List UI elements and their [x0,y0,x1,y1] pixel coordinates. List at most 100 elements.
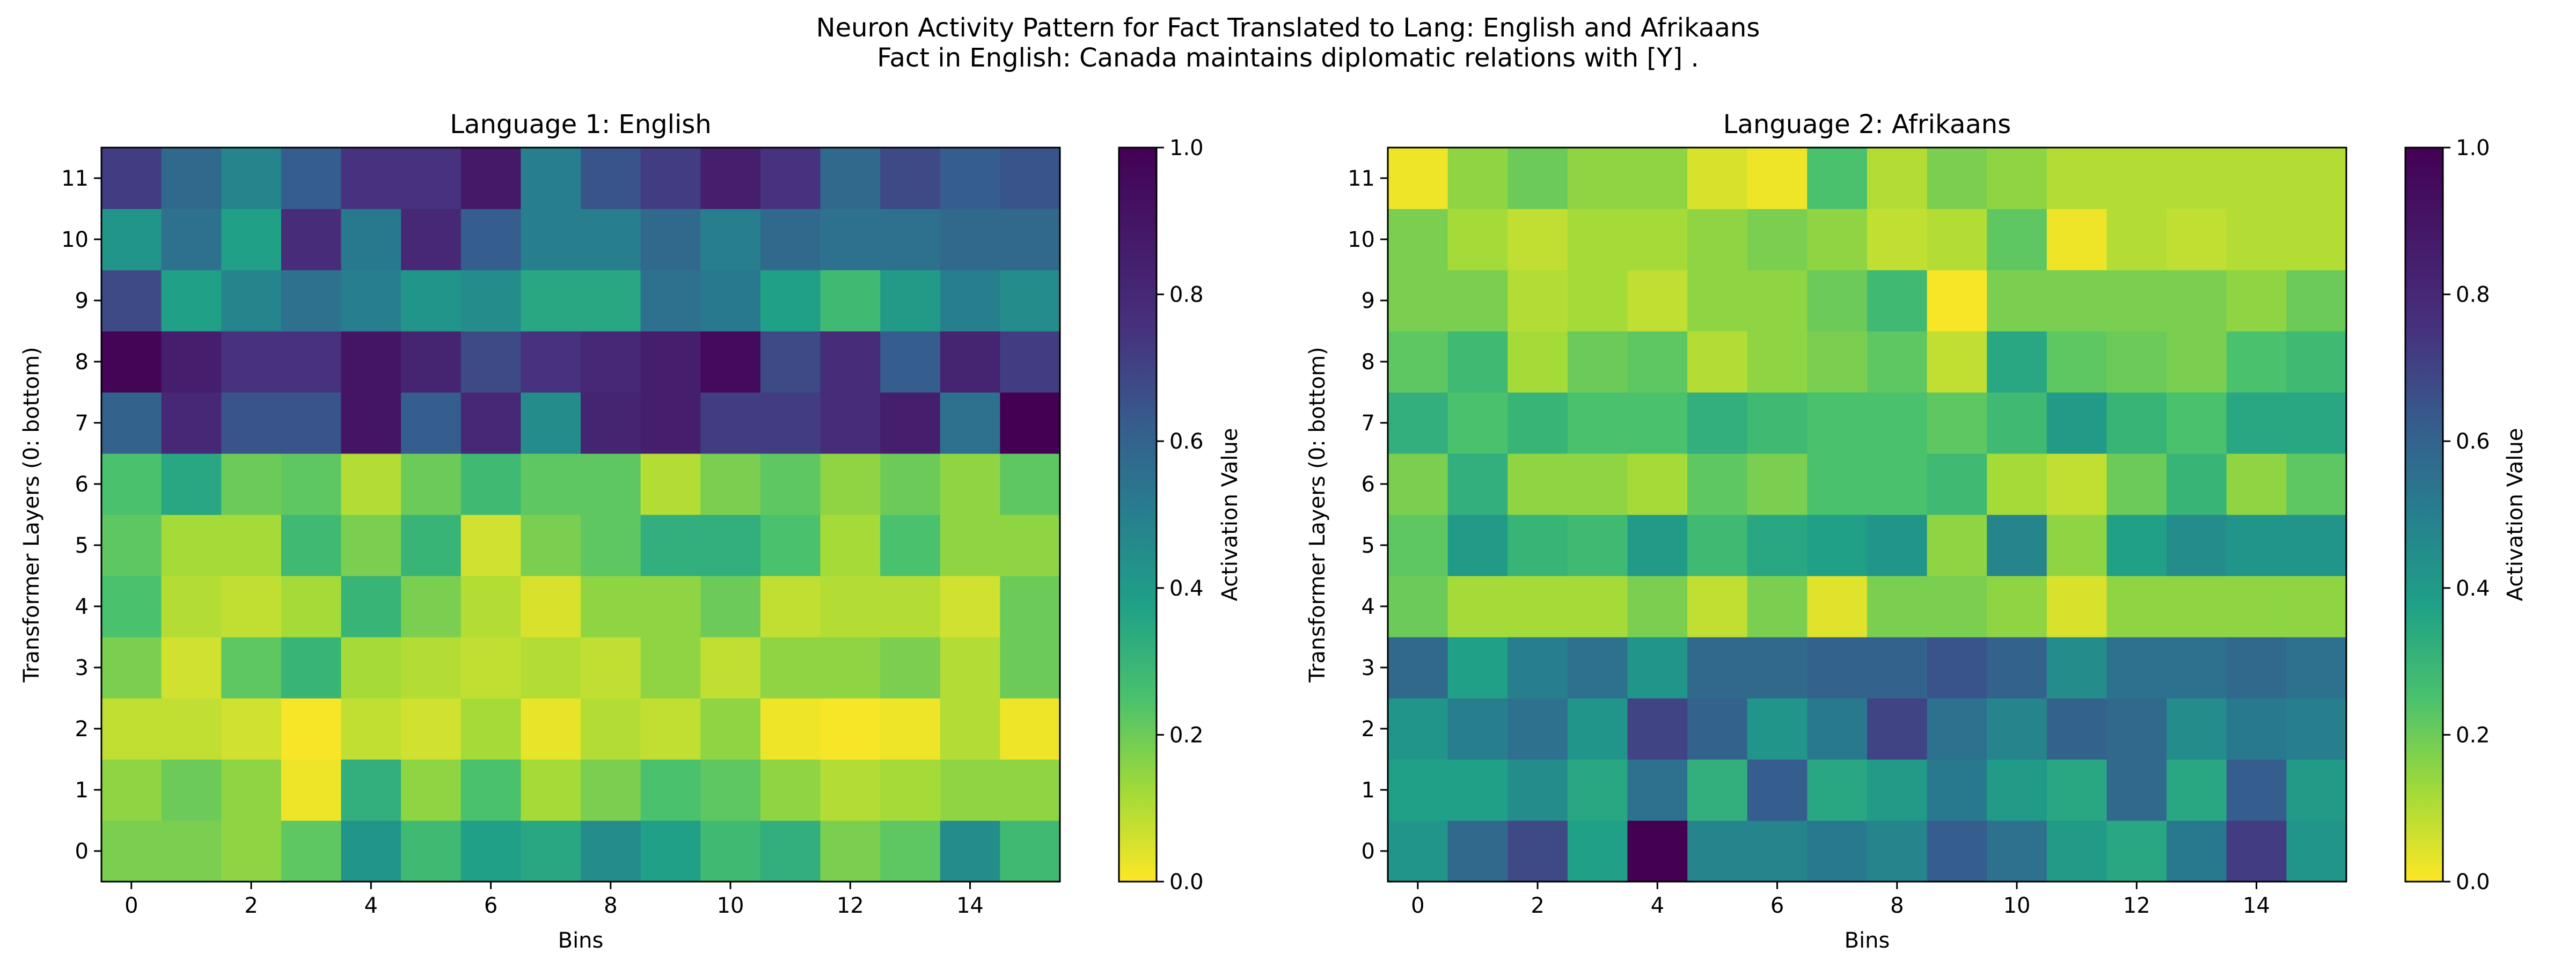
heatmap-cell [221,637,282,699]
heatmap-cell [101,453,162,515]
heatmap-cell [581,331,641,393]
heatmap-cell [1747,759,1807,821]
colorbar [1118,146,1158,883]
heatmap-cell [101,392,162,454]
x-axis-label: Bins [1845,928,1890,953]
heatmap-cell [2226,637,2287,699]
heatmap-cell [581,576,641,637]
heatmap-cell [1807,148,1868,209]
heatmap-cell [460,392,521,454]
heatmap-cell [2106,270,2167,332]
heatmap-cell [760,515,821,576]
heatmap-cell [401,515,462,576]
heatmap-cell [1927,331,1987,393]
heatmap-cell [521,148,581,209]
heatmap-cell [1627,820,1688,882]
heatmap-cell [940,148,1000,209]
heatmap-cell [1687,270,1748,332]
x-tick-label: 4 [1651,893,1664,918]
heatmap-cell [820,576,881,637]
heatmap-cell [880,331,941,393]
figure-title-line-1: Neuron Activity Pattern for Fact Transla… [816,13,1760,43]
heatmap-cell [2226,270,2287,332]
heatmap-cell [1447,270,1508,332]
heatmap-cell [1987,698,2047,760]
y-tick-label: 3 [75,656,89,680]
heatmap-cell [1567,453,1628,515]
heatmap-cell [760,270,821,332]
heatmap-cell [1747,698,1807,760]
heatmap-cell [1987,820,2047,882]
heatmap-cell [521,820,581,882]
heatmap-cell [101,820,162,882]
heatmap-cell [521,331,581,393]
heatmap-cell [2046,270,2107,332]
heatmap-cell [341,270,401,332]
heatmap-cell [1388,759,1448,821]
heatmap-cell [401,331,462,393]
heatmap-cell [460,331,521,393]
heatmap-cell [1987,331,2047,393]
heatmap-cell [1747,331,1807,393]
heatmap-cell [341,331,401,393]
heatmap-cell [880,820,941,882]
heatmap-cell [1627,270,1688,332]
heatmap-cell [1000,148,1060,209]
heatmap-cell [700,148,761,209]
heatmap-cell [1927,270,1987,332]
heatmap-cell [341,820,401,882]
heatmap-cell [1627,576,1688,637]
heatmap-cell [221,270,282,332]
heatmap-cell [460,698,521,760]
heatmap-cell [2046,820,2107,882]
heatmap-cell [1927,515,1987,576]
heatmap-cell [820,148,881,209]
heatmap-cell [1867,148,1928,209]
heatmap-cell [521,698,581,760]
heatmap-cell [1807,331,1868,393]
heatmap-cell [1388,637,1448,699]
heatmap-cell [521,392,581,454]
heatmap-cell [1927,820,1987,882]
heatmap-cell [161,270,222,332]
heatmap-cell [1567,270,1628,332]
heatmap-cell [1507,453,1568,515]
heatmap-cell [1687,698,1748,760]
heatmap-cell [2167,637,2227,699]
x-tick-label: 2 [1531,893,1544,918]
heatmap-cell [1807,759,1868,821]
y-tick-label: 1 [1362,778,1375,803]
heatmap-cell [1867,759,1928,821]
heatmap-cell [581,759,641,821]
heatmap-cell [2106,392,2167,454]
heatmap-cell [2167,148,2227,209]
y-tick-label: 6 [1362,472,1375,497]
heatmap-cell [2286,331,2347,393]
heatmap-cell [880,209,941,270]
heatmap-cell [1867,576,1928,637]
heatmap-cell [880,148,941,209]
heatmap-cell [1927,576,1987,637]
heatmap-cell [640,759,701,821]
heatmap-cell [1000,453,1060,515]
y-tick-label: 0 [75,839,89,864]
heatmap-cell [2046,759,2107,821]
heatmap-cell [1000,270,1060,332]
heatmap-cell [460,515,521,576]
heatmap-cell [341,148,401,209]
heatmap-cell [1567,209,1628,270]
heatmap-cell [581,637,641,699]
heatmap-cell [1388,270,1448,332]
heatmap-cell [2106,759,2167,821]
heatmap-cell [2167,576,2227,637]
heatmap-cell [2046,637,2107,699]
heatmap-cell [101,209,162,270]
heatmap-cell [1747,209,1807,270]
heatmap-cell [2286,392,2347,454]
heatmap-cell [1987,392,2047,454]
heatmap-cell [341,637,401,699]
heatmap-cell [700,820,761,882]
heatmap-cell [1927,209,1987,270]
heatmap-cell [760,820,821,882]
heatmap-cell [820,637,881,699]
